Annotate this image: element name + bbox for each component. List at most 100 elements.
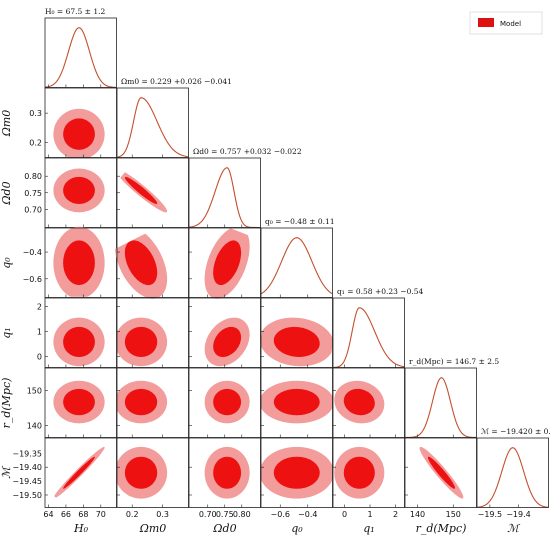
y-tick-label-M: −19.35 <box>12 449 42 458</box>
panel-M-vs-rd <box>404 437 477 508</box>
x-tick-label-q1: 1 <box>367 510 372 519</box>
x-tick-label-q0: −0.6 <box>271 510 290 519</box>
panel-q0-vs-H0 <box>44 226 117 298</box>
panel-H0-vs-H0 <box>44 17 117 88</box>
y-tick-label-Om0: 0.2 <box>29 139 42 148</box>
panel-frame <box>44 17 117 88</box>
y-axis-label-q0: q₀ <box>0 257 13 269</box>
y-tick-label-Od0: 0.75 <box>24 189 42 198</box>
contour-68-M-vs-Om0 <box>124 456 158 489</box>
contour-68-Od0-vs-Om0 <box>124 176 158 205</box>
annotation-q0: q₀ = −0.48 ± 0.11 <box>265 217 335 226</box>
y-tick-label-M: −19.50 <box>12 491 42 500</box>
panel-frame <box>116 227 189 298</box>
annotation-q1: q₁ = 0.58 +0.23 −0.54 <box>337 287 424 296</box>
panel-M-vs-Om0 <box>116 437 189 508</box>
contour-68-rd-vs-Om0 <box>124 388 158 416</box>
y-axis-label-Om0: Ωm0 <box>0 110 13 138</box>
contour-68-Od0-vs-H0 <box>63 176 95 205</box>
panel-M-vs-q1 <box>332 437 405 508</box>
marginal-curve-Od0 <box>189 167 261 228</box>
marginal-curve-q0 <box>261 237 333 295</box>
panel-frame <box>260 437 333 508</box>
panel-frame <box>116 157 189 228</box>
marginal-curve-Om0 <box>117 97 189 158</box>
panel-frame <box>44 87 117 158</box>
panel-q0-vs-Od0 <box>188 226 261 299</box>
y-tick-label-M: −19.45 <box>12 477 42 486</box>
panel-frame <box>332 367 405 438</box>
x-tick-label-q1: 2 <box>393 510 398 519</box>
panel-q1-vs-q0 <box>259 297 334 368</box>
y-tick-label-rd: 150 <box>27 387 42 396</box>
y-tick-label-Om0: 0.3 <box>29 109 42 118</box>
contour-68-rd-vs-q1 <box>343 388 375 416</box>
legend: Model <box>469 11 543 35</box>
x-tick-label-rd: 140 <box>410 510 425 519</box>
panel-frame <box>404 367 477 438</box>
contour-68-q1-vs-H0 <box>63 326 95 358</box>
legend-box <box>469 11 543 35</box>
panel-q1-vs-H0 <box>44 297 117 368</box>
legend-swatch <box>478 18 494 27</box>
legend-label: Model <box>500 20 521 28</box>
x-axis-label-q1: q₁ <box>363 522 374 535</box>
panel-frame <box>476 437 549 508</box>
marginal-curve-H0 <box>45 27 117 88</box>
x-tick-label-Od0: 0.70 <box>199 510 217 519</box>
contour-68-q1-vs-q0 <box>273 326 320 358</box>
x-tick-label-Od0: 0.75 <box>216 510 234 519</box>
contour-68-q1-vs-Od0 <box>213 326 242 358</box>
contour-68-q1-vs-Om0 <box>124 326 158 358</box>
panel-frame <box>44 227 117 298</box>
x-tick-label-rd: 150 <box>446 510 461 519</box>
annotation-Od0: Ωd0 = 0.757 +0.032 −0.022 <box>193 147 302 156</box>
panel-q1-vs-Om0 <box>116 297 189 368</box>
panel-q0-vs-Om0 <box>114 226 189 299</box>
contour-68-rd-vs-Od0 <box>213 388 242 416</box>
y-tick-label-q0: −0.4 <box>23 248 42 257</box>
x-axis-label-M: ℳ <box>507 522 521 535</box>
y-axis-label-Od0: Ωd0 <box>0 181 13 205</box>
panel-rd-vs-q1 <box>332 367 405 438</box>
annotation-Om0: Ωm0 = 0.229 +0.026 −0.041 <box>121 77 232 86</box>
panel-frame <box>116 87 189 158</box>
panel-rd-vs-Om0 <box>116 367 189 438</box>
panel-frame <box>332 297 405 368</box>
panel-frame <box>44 367 117 438</box>
panel-Om0-vs-Om0 <box>116 87 189 158</box>
x-tick-label-Om0: 0.2 <box>126 510 139 519</box>
contour-68-rd-vs-q0 <box>273 388 320 416</box>
panel-frame <box>404 437 477 508</box>
y-axis-label-q1: q₁ <box>0 327 13 338</box>
x-axis-label-Od0: Ωd0 <box>212 522 236 535</box>
x-tick-label-H0: 64 <box>43 510 53 519</box>
x-tick-label-q1: 0 <box>342 510 347 519</box>
panel-frame <box>116 437 189 508</box>
annotation-H0: H₀ = 67.5 ± 1.2 <box>45 7 106 16</box>
panel-Od0-vs-H0 <box>44 157 117 228</box>
panel-M-vs-q0 <box>260 437 333 508</box>
x-axis-label-H0: H₀ <box>73 522 89 535</box>
panel-frame <box>332 437 405 508</box>
contour-68-M-vs-rd <box>427 456 456 489</box>
contour-68-M-vs-Od0 <box>213 456 242 489</box>
panel-q1-vs-q1 <box>332 297 405 368</box>
panel-frame <box>260 227 333 298</box>
panel-frame <box>116 367 189 438</box>
x-tick-label-H0: 70 <box>96 510 106 519</box>
x-axis-label-rd: r_d(Mpc) <box>416 522 467 535</box>
panel-frame <box>260 297 333 368</box>
x-tick-label-M: −19.5 <box>478 510 503 519</box>
panel-frame <box>116 297 189 368</box>
x-tick-label-M: −19.4 <box>506 510 531 519</box>
y-tick-label-Od0: 0.80 <box>24 172 42 181</box>
panel-M-vs-Od0 <box>188 437 261 508</box>
contour-68-M-vs-q0 <box>273 456 320 489</box>
panel-rd-vs-rd <box>404 367 477 438</box>
y-tick-label-q0: −0.6 <box>23 275 42 284</box>
panel-frame <box>260 367 333 438</box>
contour-68-q0-vs-Om0 <box>124 240 158 286</box>
y-axis-label-rd: r_d(Mpc) <box>0 378 13 429</box>
